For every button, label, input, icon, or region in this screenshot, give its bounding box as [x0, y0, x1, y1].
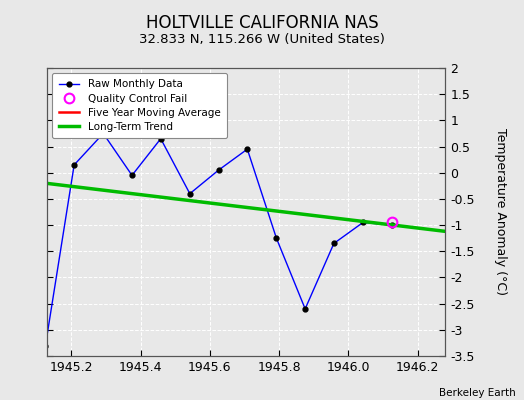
- Text: Berkeley Earth: Berkeley Earth: [440, 388, 516, 398]
- Raw Monthly Data: [273, 236, 279, 240]
- Raw Monthly Data: [244, 147, 250, 152]
- Text: 32.833 N, 115.266 W (United States): 32.833 N, 115.266 W (United States): [139, 33, 385, 46]
- Raw Monthly Data: [100, 131, 106, 136]
- Y-axis label: Temperature Anomaly (°C): Temperature Anomaly (°C): [494, 128, 507, 296]
- Text: HOLTVILLE CALIFORNIA NAS: HOLTVILLE CALIFORNIA NAS: [146, 14, 378, 32]
- Raw Monthly Data: [129, 173, 135, 178]
- Raw Monthly Data: [42, 343, 49, 348]
- Raw Monthly Data: [389, 223, 395, 228]
- Raw Monthly Data: [158, 136, 164, 141]
- Legend: Raw Monthly Data, Quality Control Fail, Five Year Moving Average, Long-Term Tren: Raw Monthly Data, Quality Control Fail, …: [52, 73, 227, 138]
- Line: Raw Monthly Data: Raw Monthly Data: [43, 131, 394, 348]
- Raw Monthly Data: [360, 220, 366, 225]
- Raw Monthly Data: [215, 168, 222, 172]
- Raw Monthly Data: [302, 306, 308, 311]
- Raw Monthly Data: [331, 241, 337, 246]
- Raw Monthly Data: [187, 191, 193, 196]
- Raw Monthly Data: [71, 162, 78, 167]
